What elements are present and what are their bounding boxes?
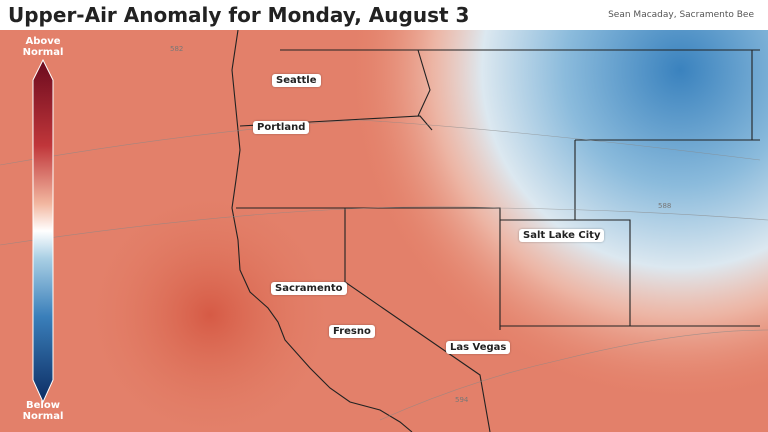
contour-label: 594 — [455, 396, 469, 404]
city-label: Salt Lake City — [519, 229, 605, 242]
credit: Sean Macaday, Sacramento Bee — [608, 10, 754, 20]
legend-top: Above Normal — [22, 36, 64, 58]
contour-label: 582 — [170, 45, 184, 53]
map — [0, 30, 768, 432]
city-label: Sacramento — [271, 282, 347, 295]
title: Upper-Air Anomaly for Monday, August 3 — [8, 3, 470, 27]
city-label: Fresno — [329, 325, 375, 338]
legend-bar — [32, 58, 54, 404]
city-label: Las Vegas — [446, 341, 511, 354]
city-label: Portland — [253, 121, 310, 134]
legend-bottom: Below Normal — [22, 400, 64, 422]
contour-label: 588 — [658, 202, 672, 210]
city-label: Seattle — [272, 74, 321, 87]
